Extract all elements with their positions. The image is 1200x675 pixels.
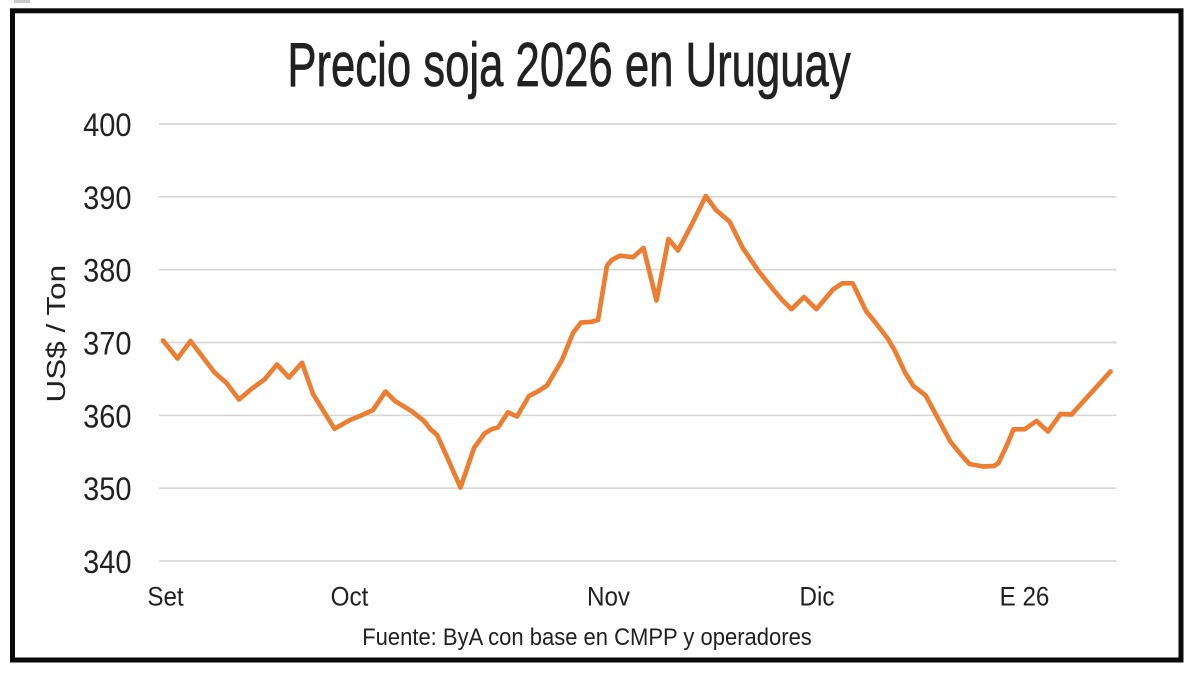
svg-text:Set: Set: [147, 582, 183, 611]
svg-text:Precio soja 2026 en Uruguay: Precio soja 2026 en Uruguay: [287, 32, 851, 100]
svg-text:Dic: Dic: [800, 582, 835, 611]
svg-text:390: 390: [83, 179, 131, 216]
svg-text:Nov: Nov: [587, 582, 630, 611]
svg-text:400: 400: [83, 106, 131, 143]
svg-text:340: 340: [83, 543, 131, 580]
svg-text:E 26: E 26: [1000, 582, 1050, 611]
svg-text:Oct: Oct: [331, 582, 369, 611]
svg-text:350: 350: [83, 471, 131, 508]
svg-text:380: 380: [83, 252, 131, 289]
svg-text:Fuente: ByA con base en CMPP y: Fuente: ByA con base en CMPP y operadore…: [362, 623, 812, 650]
svg-text:US$ / Ton: US$ / Ton: [42, 265, 71, 403]
svg-text:370: 370: [83, 325, 131, 362]
svg-text:360: 360: [83, 398, 131, 435]
